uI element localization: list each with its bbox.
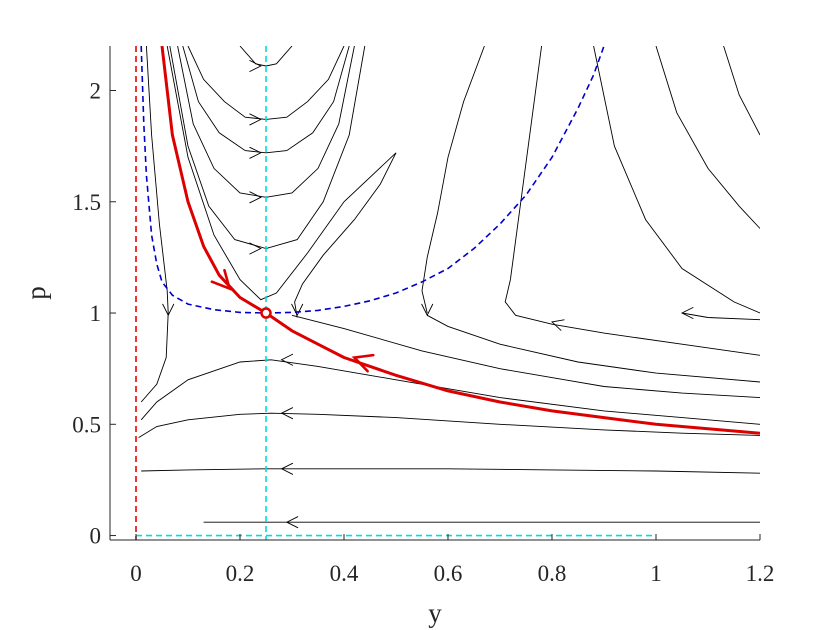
trajectory-14: [421, 46, 485, 314]
trajectory-arrow-11: [285, 516, 299, 529]
trajectory-21: [681, 312, 760, 321]
x-tick-label-6: 1.2: [746, 561, 775, 586]
trajectory-arrow-8: [280, 353, 294, 366]
trajectory-10: [141, 468, 760, 474]
trajectory-17: [504, 279, 760, 356]
trajectory-13: [291, 314, 760, 399]
y-tick-label-0: 0: [90, 524, 102, 549]
y-tick-label-4: 2: [90, 79, 102, 104]
trajectory-arrow-12: [291, 303, 304, 317]
trajectory-16: [509, 46, 543, 280]
x-tick-label-2: 0.4: [330, 561, 359, 586]
trajectory-arrow-7: [162, 303, 175, 317]
trajectory-arrow-14: [421, 303, 434, 317]
trajectory-4: [169, 46, 366, 249]
separatrix-layer: [160, 46, 760, 435]
trajectory-layer: [138, 46, 760, 529]
trajectory-7: [140, 46, 169, 403]
axes-box: [110, 46, 760, 540]
trajectory-15: [426, 314, 760, 383]
trajectory-arrow-4: [249, 242, 262, 255]
y-axis-label: p: [21, 286, 51, 300]
x-tick-label-1: 0.2: [226, 561, 255, 586]
trajectory-arrow-9: [280, 407, 294, 420]
x-tick-label-4: 0.8: [538, 561, 567, 586]
separatrix-arrow-1: [210, 268, 232, 291]
separatrix-curve: [160, 46, 760, 435]
trajectory-20: [723, 46, 760, 136]
fixed-point-marker: [260, 307, 272, 319]
reference-layer: [135, 46, 656, 540]
trajectory-12: [294, 152, 397, 318]
trajectory-arrow-5: [249, 60, 262, 72]
y-tick-label-1: 0.5: [72, 412, 101, 437]
separatrix-arrow-2: [351, 353, 375, 373]
trajectory-9: [138, 412, 760, 438]
trajectory-18: [593, 46, 760, 314]
trajectory-19: [655, 46, 760, 229]
x-tick-label-5: 1: [650, 561, 662, 586]
trajectory-2: [182, 46, 350, 154]
trajectory-arrow-3: [249, 191, 262, 204]
x-tick-label-3: 0.6: [434, 561, 463, 586]
trajectory-arrow-17: [551, 319, 565, 331]
x-tick-label-0: 0: [130, 561, 142, 586]
x-axis-label: y: [428, 598, 442, 628]
plot-area: [135, 46, 760, 540]
trajectory-arrow-1: [249, 113, 262, 126]
y-tick-label-2: 1: [90, 301, 102, 326]
nullcline-curve: [140, 46, 605, 314]
trajectory-6: [166, 46, 397, 301]
axes: 0 0.2 0.4 0.6 0.8 1 1.2 0 0.5 1 1.5 2: [72, 46, 774, 586]
trajectory-arrow-10: [280, 462, 294, 475]
y-tick-label-3: 1.5: [72, 190, 101, 215]
trajectory-8: [140, 359, 760, 425]
trajectory-arrow-2: [249, 146, 262, 159]
